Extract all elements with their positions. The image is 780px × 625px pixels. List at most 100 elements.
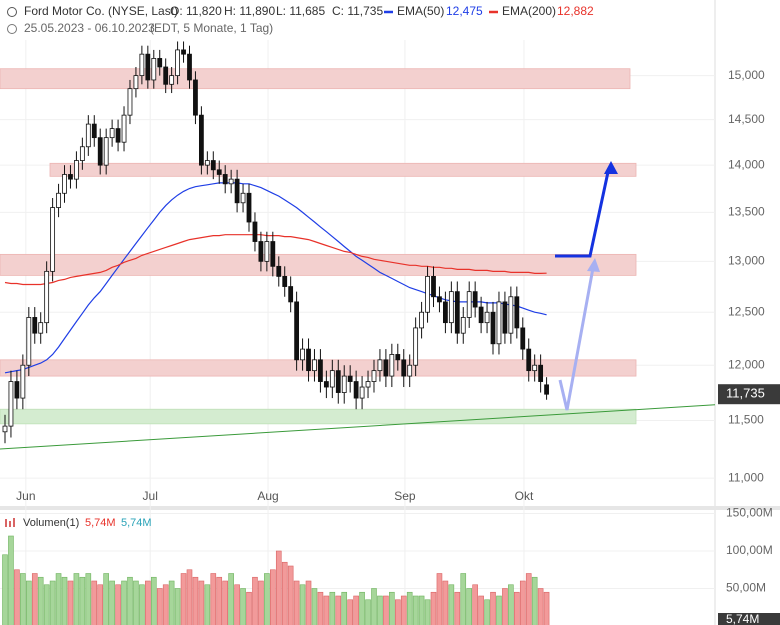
- candle-body: [264, 241, 270, 262]
- volume-bar: [537, 588, 544, 625]
- volume-bar: [383, 595, 389, 625]
- candle-body: [496, 301, 502, 345]
- volume-bar: [264, 573, 270, 625]
- candle-body: [407, 364, 413, 377]
- volume-icon: [9, 521, 11, 527]
- y-tick-label: 15,000: [728, 68, 765, 82]
- candle-body: [425, 276, 430, 313]
- volume-bar: [293, 580, 300, 625]
- volume-bar: [103, 573, 109, 625]
- legend-value: 12,475: [446, 4, 483, 18]
- candle-body: [121, 114, 127, 143]
- candle-body: [26, 317, 32, 366]
- candle-body: [79, 146, 85, 161]
- candle-body: [282, 276, 288, 287]
- candle-body: [276, 265, 282, 277]
- trend-line: [0, 404, 716, 450]
- y-tick-label: 50,00M: [726, 581, 766, 595]
- candle-body: [8, 381, 14, 427]
- volume-bar: [115, 584, 121, 625]
- volume-bar: [490, 591, 496, 625]
- candle-body: [526, 348, 532, 372]
- volume-bar: [442, 580, 449, 625]
- volume-bar: [525, 573, 532, 625]
- candle-body: [38, 322, 44, 334]
- candle-body: [371, 370, 377, 382]
- candle-body: [448, 291, 454, 324]
- candle-body: [502, 301, 508, 334]
- candle-body: [323, 381, 329, 388]
- candle-body: [413, 327, 419, 366]
- volume-bar: [377, 595, 383, 625]
- candle-body: [133, 75, 139, 90]
- candle-body: [318, 359, 323, 382]
- panel-separator: [0, 506, 780, 510]
- candle-body: [341, 375, 347, 393]
- volume-bar: [341, 591, 348, 625]
- candle-body: [97, 137, 103, 166]
- candle-body: [204, 160, 210, 166]
- candle-body: [359, 386, 365, 399]
- candle-body: [401, 359, 407, 377]
- y-tick-label: 13,500: [728, 205, 765, 219]
- volume-bar: [222, 580, 229, 625]
- candle-body: [151, 58, 157, 81]
- volume-bar: [150, 576, 157, 625]
- volume-bar: [234, 584, 240, 625]
- arrow: [558, 267, 595, 411]
- arrowhead: [604, 161, 618, 174]
- volume-bar: [454, 591, 461, 625]
- volume-bar: [371, 588, 377, 625]
- volume-bar: [305, 580, 312, 625]
- candle-body: [544, 384, 549, 395]
- arrow: [555, 171, 610, 258]
- candle-body: [389, 354, 395, 377]
- candle-body: [312, 359, 317, 372]
- candle-body: [395, 354, 401, 361]
- ema-line: [4, 234, 547, 286]
- volume-bar: [204, 584, 211, 625]
- candle-body: [532, 364, 538, 372]
- candle-body: [115, 128, 121, 143]
- candle-body: [240, 192, 246, 204]
- candle-body: [139, 53, 145, 77]
- volume-bar: [519, 580, 526, 625]
- y-tick-label: 11,500: [728, 413, 764, 427]
- volume-bar: [311, 588, 318, 625]
- volume-bar: [329, 591, 336, 625]
- volume-bar: [424, 599, 431, 625]
- candle-body: [103, 137, 109, 166]
- candle-body: [520, 327, 526, 350]
- date-range: 25.05.2023 - 06.10.2023: [24, 21, 155, 35]
- candle-body: [68, 174, 73, 180]
- candle-body: [14, 381, 20, 399]
- volume-bar: [121, 580, 127, 625]
- zone: [0, 68, 631, 90]
- legend-label: EMA(50): [397, 4, 444, 18]
- volume-bar: [418, 595, 425, 625]
- volume-badge: [718, 613, 780, 625]
- volume-bar: [55, 573, 62, 625]
- candle-body: [335, 370, 341, 393]
- volume-bar: [180, 573, 187, 625]
- volume-bar: [67, 580, 74, 625]
- volume-bar: [85, 573, 92, 625]
- candle-body: [127, 88, 133, 116]
- candle-body: [187, 53, 192, 81]
- candle-body: [294, 301, 300, 361]
- volume-label: Volumen(1): [23, 517, 79, 529]
- volume-bar: [472, 584, 478, 625]
- candle-body: [193, 79, 198, 116]
- volume-bar: [37, 576, 44, 625]
- legend-label: EMA(200): [502, 4, 556, 18]
- zone: [0, 359, 637, 377]
- candle-body: [44, 270, 50, 324]
- volume-bar: [252, 576, 258, 625]
- candle-body: [210, 160, 216, 171]
- volume-value: 5,74M: [85, 517, 116, 529]
- arrowhead: [587, 258, 600, 272]
- y-tick-label: 11,000: [728, 470, 764, 484]
- volume-bar: [109, 580, 115, 625]
